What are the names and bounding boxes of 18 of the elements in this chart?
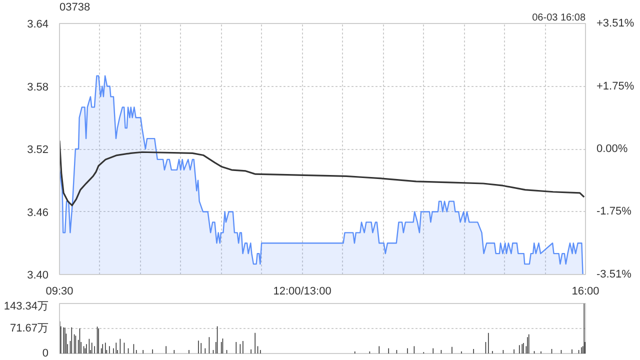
x-tick-label: 12:00/13:00 [273,286,332,298]
chart-subtitle: 06-03 16:08 [532,12,586,24]
y2-tick-label: -1.75% [596,206,632,218]
y2-tick-label: -3.51% [596,268,632,280]
y-tick-label: 3.40 [27,270,49,282]
y2-tick-label: +3.51% [596,18,634,30]
y-tick-label: 143.34万 [4,300,49,312]
y-tick-label: 3.46 [27,206,49,219]
y-tick-label: 71.67万 [10,322,49,334]
y-tick-label: 3.52 [27,144,49,156]
x-tick-label: 16:00 [572,286,600,298]
chart-title: 03738 [60,2,90,14]
y2-tick-label: +1.75% [596,80,634,92]
y-tick-label: 0 [42,348,49,360]
y-tick-label: 3.58 [27,81,49,94]
y2-tick-label: 0.00% [596,143,628,155]
y-tick-label: 3.64 [27,18,49,30]
x-tick-label: 09:30 [46,286,74,298]
